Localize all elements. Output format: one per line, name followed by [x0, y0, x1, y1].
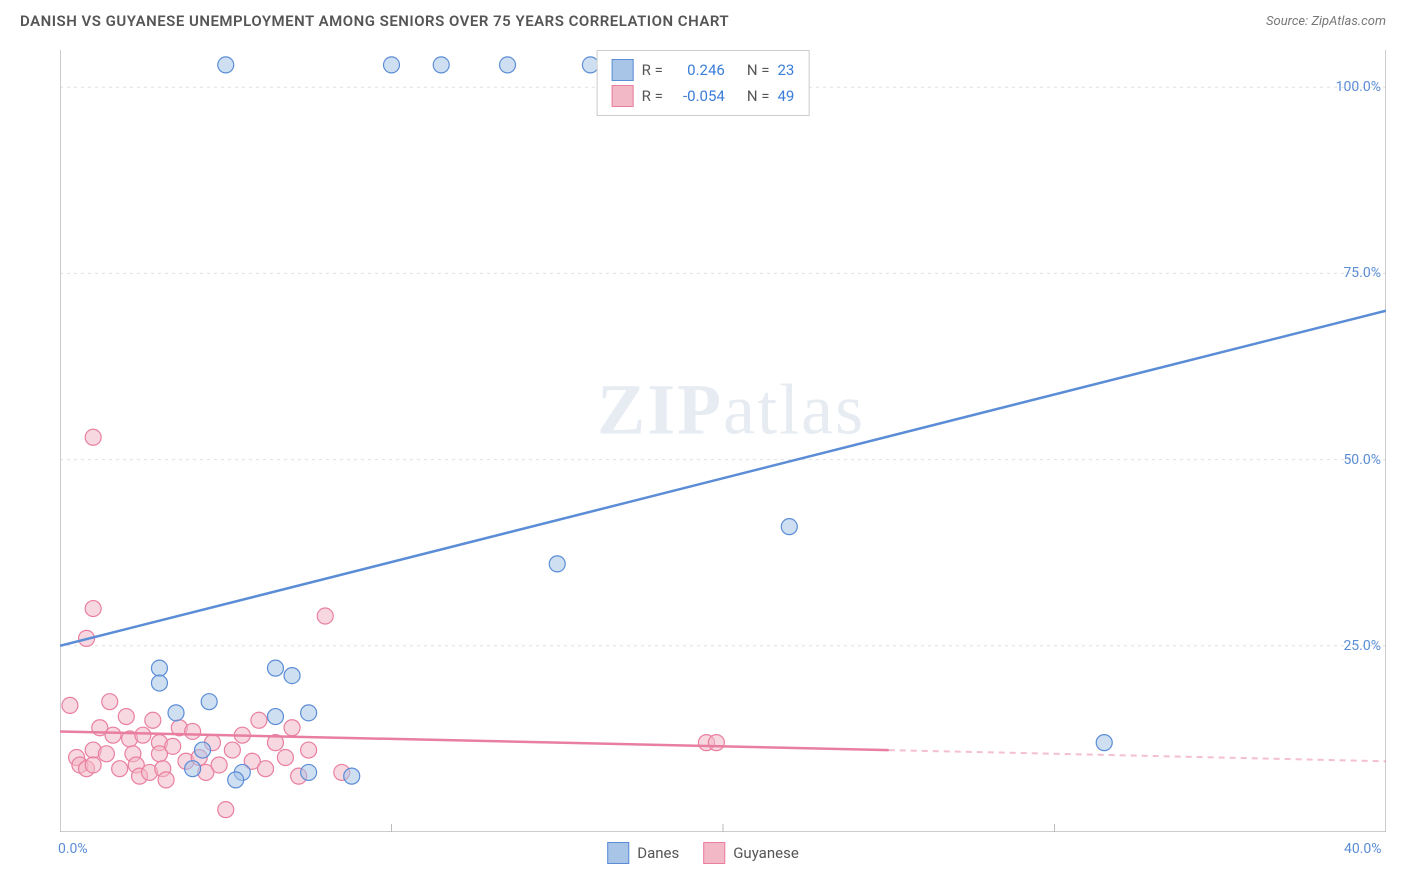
stats-legend: R = 0.246 N = 23 R = -0.054 N = 49 [597, 50, 810, 116]
series-legend-item: Guyanese [703, 842, 799, 864]
y-tick-label: 100.0% [1336, 79, 1381, 95]
series-legend: Danes Guyanese [607, 842, 799, 864]
stats-legend-row: R = 0.246 N = 23 [612, 57, 795, 83]
scatter-plot-svg [60, 50, 1386, 832]
x-tick-label: 40.0% [1344, 841, 1382, 857]
chart-title: DANISH VS GUYANESE UNEMPLOYMENT AMONG SE… [20, 12, 729, 30]
x-tick-label: 0.0% [58, 841, 88, 857]
legend-swatch-guyanese [612, 85, 634, 107]
series-legend-item: Danes [607, 842, 679, 864]
chart-header: DANISH VS GUYANESE UNEMPLOYMENT AMONG SE… [0, 0, 1406, 38]
y-tick-label: 75.0% [1343, 265, 1381, 281]
legend-swatch-guyanese [703, 842, 725, 864]
chart-area [60, 50, 1386, 832]
y-tick-label: 25.0% [1343, 638, 1381, 654]
legend-swatch-danes [612, 59, 634, 81]
chart-source: Source: ZipAtlas.com [1266, 14, 1386, 29]
stats-legend-row: R = -0.054 N = 49 [612, 83, 795, 109]
legend-swatch-danes [607, 842, 629, 864]
y-tick-label: 50.0% [1343, 452, 1381, 468]
